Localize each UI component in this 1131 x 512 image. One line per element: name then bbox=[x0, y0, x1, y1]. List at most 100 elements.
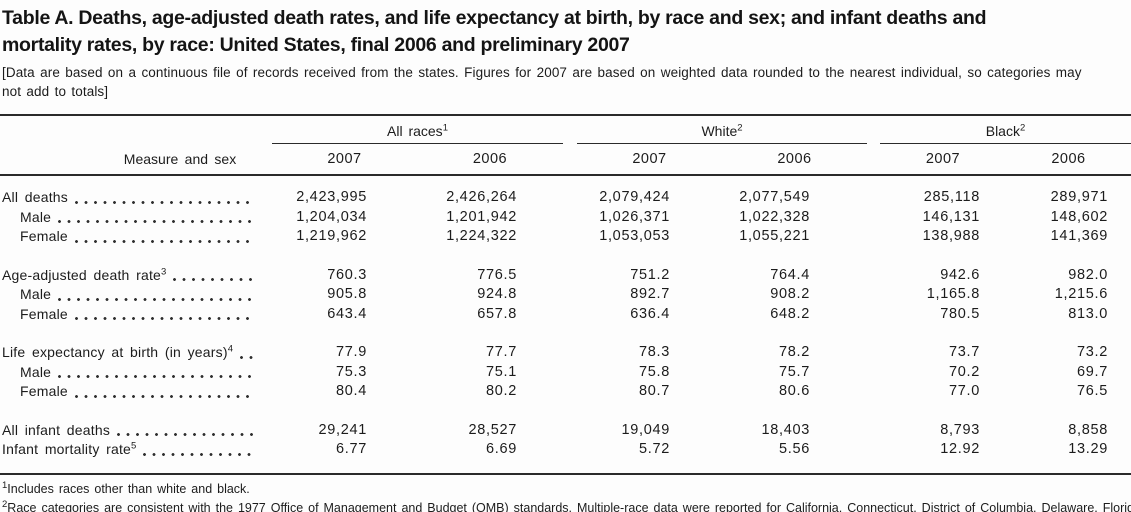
row-label-text: Male bbox=[20, 286, 52, 302]
table-row: Age-adjusted death rate3 760.3 776.5 751.2 7… bbox=[0, 266, 1131, 286]
table-row: Infant mortality rate5 6.77 6.69 5.72 5.56 12… bbox=[0, 440, 1131, 460]
row-label-text: Male bbox=[20, 363, 52, 380]
spanner-gap bbox=[867, 116, 880, 144]
table-row: Female 80.4 80.2 80.7 80.6 77.0 76.5 bbox=[0, 382, 1131, 402]
page-title-line-1: Table A. Deaths, age-adjusted death rate… bbox=[2, 7, 987, 29]
cell-value: 1,215.6 bbox=[1054, 286, 1108, 302]
footnote-text: Race categories are consistent with the … bbox=[7, 500, 1131, 512]
row-label: Female bbox=[0, 305, 272, 325]
cell-value: 75.3 bbox=[335, 363, 367, 380]
row-label-text: All infant deaths bbox=[2, 421, 111, 438]
row-label-text: Age-adjusted death rate3 bbox=[2, 265, 167, 283]
cell-value: 69.7 bbox=[1076, 363, 1108, 380]
cell-value: 5.72 bbox=[638, 441, 670, 457]
year-header: 2006 bbox=[777, 151, 812, 167]
footnote-2: 2Race categories are consistent with the… bbox=[2, 500, 1131, 512]
cell-value: 636.4 bbox=[630, 305, 670, 322]
cell-value: 77.9 bbox=[335, 344, 367, 360]
year-header: 2006 bbox=[1051, 151, 1086, 167]
cell-value: 760.3 bbox=[327, 266, 367, 283]
column-group-label: Black bbox=[985, 123, 1020, 139]
dot-leader bbox=[173, 278, 254, 281]
cell-value: 1,026,371 bbox=[599, 208, 670, 225]
dot-leader bbox=[74, 200, 254, 204]
cell-value: 18,403 bbox=[761, 421, 810, 438]
cell-value: 1,022,328 bbox=[739, 208, 810, 225]
footnote-marker: 2 bbox=[737, 122, 743, 134]
footnotes: 1Includes races other than white and bla… bbox=[2, 481, 1131, 512]
cell-value: 1,165.8 bbox=[926, 286, 980, 302]
row-label-text: Infant mortality rate5 bbox=[2, 440, 137, 457]
table-row: Female 1,219,962 1,224,322 1,053,053 1,055,2… bbox=[0, 227, 1131, 247]
row-label: Female bbox=[0, 227, 272, 247]
cell-value: 1,055,221 bbox=[739, 228, 810, 244]
row-label: Infant mortality rate5 bbox=[0, 440, 272, 460]
cell-value: 75.1 bbox=[485, 363, 517, 380]
page-title-line-2: mortality rates, by race: United States,… bbox=[2, 34, 630, 56]
cell-value: 648.2 bbox=[770, 305, 810, 322]
bracket-note: [Data are based on a continuous file of … bbox=[2, 63, 1131, 101]
footnote-1: 1Includes races other than white and bla… bbox=[2, 481, 1131, 498]
footnote-marker: 1 bbox=[442, 122, 448, 134]
row-label: Female bbox=[0, 382, 272, 402]
cell-value: 643.4 bbox=[327, 305, 367, 322]
cell-value: 12.92 bbox=[940, 441, 980, 457]
dot-leader bbox=[58, 297, 254, 301]
row-label: All deaths bbox=[0, 188, 272, 208]
column-group-label: All races bbox=[387, 123, 443, 139]
cell-value: 908.2 bbox=[770, 286, 810, 302]
cell-value: 1,219,962 bbox=[296, 228, 367, 244]
year-header: 2006 bbox=[472, 151, 508, 167]
spanner-gap bbox=[563, 116, 577, 144]
table-row: Male 905.8 924.8 892.7 908.2 1,165.8 1,215.6 bbox=[0, 285, 1131, 305]
cell-value: 905.8 bbox=[327, 286, 367, 302]
cell-value: 1,224,322 bbox=[446, 228, 517, 244]
cell-value: 148,602 bbox=[1050, 208, 1108, 225]
cell-value: 77.7 bbox=[485, 344, 517, 360]
cell-value: 776.5 bbox=[477, 266, 517, 283]
row-label-text: Life expectancy at birth (in years)4 bbox=[2, 343, 234, 360]
row-label-text: Male bbox=[20, 208, 52, 225]
row-label-text: Female bbox=[20, 228, 68, 244]
year-header: 2007 bbox=[632, 151, 667, 167]
row-label-text: Female bbox=[20, 305, 68, 322]
cell-value: 77.0 bbox=[948, 383, 980, 399]
row-label: Male bbox=[0, 285, 272, 305]
footnote-marker: 1 bbox=[2, 481, 8, 491]
column-group-all-races: All races1 bbox=[272, 116, 563, 144]
cell-value: 146,131 bbox=[922, 208, 980, 225]
cell-value: 78.3 bbox=[638, 344, 670, 360]
cell-value: 2,077,549 bbox=[739, 189, 810, 205]
row-label: Life expectancy at birth (in years)4 bbox=[0, 343, 272, 363]
cell-value: 285,118 bbox=[923, 189, 980, 205]
row-label: Male bbox=[0, 363, 272, 383]
cell-value: 5.56 bbox=[778, 441, 810, 457]
cell-value: 924.8 bbox=[477, 286, 517, 302]
row-spacer bbox=[0, 402, 1131, 421]
stub-header: Measure and sex bbox=[123, 151, 237, 167]
cell-value: 942.6 bbox=[940, 266, 980, 283]
table-row: Male 1,204,034 1,201,942 1,026,371 1,022,328… bbox=[0, 208, 1131, 228]
column-group-white: White2 bbox=[577, 116, 867, 144]
data-table: All races1 White2 Black2 Measure and sex… bbox=[0, 114, 1131, 475]
dot-leader bbox=[117, 433, 254, 436]
cell-value: 2,079,424 bbox=[599, 189, 670, 205]
year-header: 2007 bbox=[925, 151, 961, 167]
cell-value: 2,423,995 bbox=[296, 189, 367, 205]
cell-value: 75.7 bbox=[778, 363, 810, 380]
row-spacer bbox=[0, 324, 1131, 343]
bracket-note-line-1: [Data are based on a continuous file of … bbox=[2, 65, 1082, 80]
cell-value: 70.2 bbox=[948, 363, 980, 380]
column-group-black: Black2 bbox=[880, 116, 1131, 144]
cell-value: 13.29 bbox=[1068, 441, 1108, 457]
cell-value: 8,793 bbox=[940, 421, 980, 438]
cell-value: 78.2 bbox=[778, 344, 810, 360]
table-row: Male 75.3 75.1 75.8 75.7 70.2 69.7 bbox=[0, 363, 1131, 383]
cell-value: 6.77 bbox=[335, 441, 367, 457]
table-row: All deaths 2,423,995 2,426,264 2,079,424 2,0… bbox=[0, 188, 1131, 208]
bracket-note-line-2: not add to totals] bbox=[2, 84, 109, 99]
cell-value: 19,049 bbox=[621, 421, 670, 438]
cell-value: 6.69 bbox=[485, 441, 517, 457]
dot-leader bbox=[74, 317, 254, 320]
